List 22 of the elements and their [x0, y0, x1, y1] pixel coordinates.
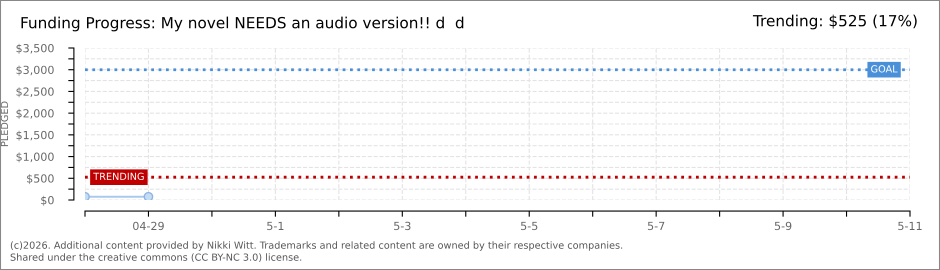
x-tick-label: 5-5 — [521, 222, 538, 230]
x-tick-label: 5-7 — [648, 222, 664, 230]
y-tick-label: $1,500 — [16, 130, 54, 141]
text: Shared under the creative commons (CC BY-NC 3.0) license. — [10, 253, 302, 262]
y-axis-title: PLEDGED — [0, 102, 8, 146]
y-tick-label: $2,000 — [16, 108, 54, 119]
y-tick-label: $0 — [41, 196, 54, 206]
x-tick-label: 5-1 — [267, 222, 284, 230]
ref-line-label: TRENDING — [93, 172, 144, 180]
y-tick-label: $3,500 — [16, 44, 54, 54]
y-tick-label: $1,000 — [16, 152, 54, 162]
x-tick-label: 5-11 — [898, 222, 922, 230]
text: (c)2026. Additional content provided by Nikki Witt. Trademarks and related content are owned by their respective companies. — [10, 241, 622, 251]
y-tick-label: $3,000 — [16, 65, 54, 76]
chart-subtitle: Trending: $525 (17%) — [752, 14, 917, 30]
x-tick-label: 5-9 — [774, 222, 792, 230]
chart-title: Funding Progress: My novel NEEDS an audio version!! d d — [22, 16, 464, 32]
ref-line-label: GOAL — [871, 65, 898, 73]
y-tick-label: $500 — [27, 174, 54, 184]
y-tick-label: $2,500 — [16, 87, 54, 98]
x-tick-label: 5-3 — [394, 222, 410, 230]
x-tick-label: 04-29 — [133, 222, 164, 230]
